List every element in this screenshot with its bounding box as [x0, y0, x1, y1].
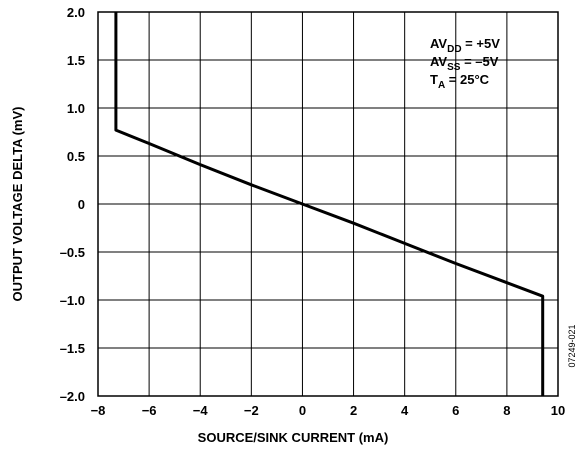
y-tick-label: 1.0: [67, 101, 85, 116]
x-tick-label: −4: [193, 403, 209, 418]
x-tick-labels: −8 −6 −4 −2 0 2 4 6 8 10: [91, 403, 566, 418]
series-line: [114, 12, 545, 396]
y-tick-label: –0.5: [60, 245, 85, 260]
annotation-ta: TA = 25°C: [430, 72, 490, 91]
annotation-avss: AVSS = –5V: [430, 54, 499, 73]
x-tick-label: 6: [452, 403, 459, 418]
y-tick-label: –2.0: [60, 389, 85, 404]
x-tick-label: 2: [350, 403, 357, 418]
x-axis-title: SOURCE/SINK CURRENT (mA): [198, 430, 389, 445]
conditions-annotation: AVDD = +5V AVSS = –5V TA = 25°C: [430, 36, 500, 91]
y-tick-label: 0: [78, 197, 85, 212]
y-axis-title: OUTPUT VOLTAGE DELTA (mV): [10, 107, 25, 302]
annotation-avdd: AVDD = +5V: [430, 36, 500, 55]
y-tick-label: 2.0: [67, 5, 85, 20]
x-tick-label: 8: [503, 403, 510, 418]
y-tick-labels: 2.0 1.5 1.0 0.5 0 –0.5 –1.0 –1.5 –2.0: [60, 5, 85, 404]
y-tick-label: –1.0: [60, 293, 85, 308]
x-tick-label: −2: [244, 403, 259, 418]
x-tick-label: −6: [142, 403, 157, 418]
plot-frame: [97, 11, 559, 397]
y-tick-label: 0.5: [67, 149, 85, 164]
y-tick-label: 1.5: [67, 53, 85, 68]
x-tick-label: 4: [401, 403, 409, 418]
figure-id: 07249-021: [567, 324, 577, 367]
grid: [97, 11, 559, 397]
x-tick-label: −8: [91, 403, 106, 418]
x-tick-label: 10: [551, 403, 565, 418]
x-tick-label: 0: [299, 403, 306, 418]
y-tick-label: –1.5: [60, 341, 85, 356]
